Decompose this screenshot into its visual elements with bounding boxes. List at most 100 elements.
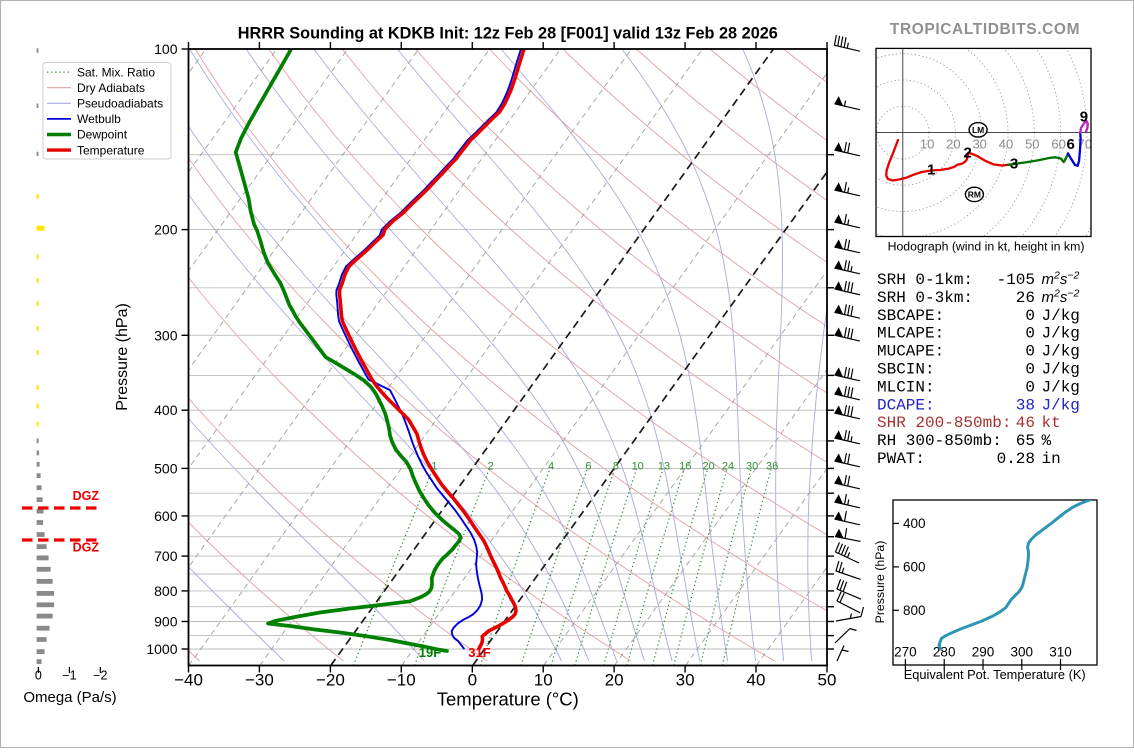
svg-text:700: 700 (154, 548, 178, 564)
svg-text:2: 2 (488, 461, 494, 473)
svg-text:270: 270 (894, 645, 917, 660)
svg-text:Pressure (hPa): Pressure (hPa) (114, 303, 131, 411)
svg-text:0.28: 0.28 (997, 450, 1035, 468)
svg-text:Temperature: Temperature (77, 143, 145, 157)
svg-text:4: 4 (548, 461, 554, 473)
svg-text:1: 1 (927, 162, 935, 179)
svg-text:J/kg: J/kg (1042, 307, 1080, 325)
svg-text:Omega (Pa/s): Omega (Pa/s) (23, 689, 116, 706)
svg-text:SRH 0-3km:: SRH 0-3km: (877, 289, 973, 307)
svg-text:40: 40 (999, 137, 1013, 152)
svg-text:Temperature (°C): Temperature (°C) (437, 689, 579, 710)
svg-text:Dry Adiabats: Dry Adiabats (77, 81, 145, 95)
svg-text:PWAT:: PWAT: (877, 450, 925, 468)
svg-text:30: 30 (972, 137, 986, 152)
svg-text:-105: -105 (997, 271, 1035, 289)
svg-text:0: 0 (1025, 378, 1035, 396)
svg-text:50: 50 (818, 671, 837, 690)
svg-text:2: 2 (964, 144, 972, 161)
svg-text:10: 10 (920, 137, 934, 152)
svg-text:0: 0 (1025, 343, 1035, 361)
svg-text:Wetbulb: Wetbulb (77, 112, 121, 126)
svg-text:0: 0 (468, 671, 477, 690)
svg-text:SBCIN:: SBCIN: (877, 361, 935, 379)
svg-text:38: 38 (1016, 396, 1035, 414)
svg-text:60: 60 (1051, 137, 1065, 152)
svg-text:13: 13 (658, 461, 670, 473)
svg-text:J/kg: J/kg (1042, 325, 1080, 343)
svg-text:Sat. Mix. Ratio: Sat. Mix. Ratio (77, 65, 155, 79)
svg-text:J/kg: J/kg (1042, 396, 1080, 414)
svg-text:0: 0 (1025, 361, 1035, 379)
svg-text:65: 65 (1016, 432, 1035, 450)
svg-text:DGZ: DGZ (73, 489, 100, 503)
svg-text:J/kg: J/kg (1042, 378, 1080, 396)
svg-text:Pseudoadiabats: Pseudoadiabats (77, 97, 163, 111)
svg-text:Equivalent Pot. Temperature (K: Equivalent Pot. Temperature (K) (904, 667, 1086, 682)
svg-text:MLCAPE:: MLCAPE: (877, 325, 944, 343)
svg-text:280: 280 (933, 645, 956, 660)
svg-text:500: 500 (154, 460, 178, 476)
svg-text:in: in (1042, 450, 1061, 468)
svg-text:24: 24 (722, 461, 734, 473)
svg-text:−1: −1 (62, 669, 76, 683)
svg-text:6: 6 (585, 461, 591, 473)
svg-text:600: 600 (903, 559, 926, 574)
svg-text:1: 1 (431, 461, 437, 473)
svg-text:200: 200 (154, 222, 178, 238)
svg-text:RH 300-850mb:: RH 300-850mb: (877, 432, 1002, 450)
svg-text:30: 30 (676, 671, 695, 690)
svg-text:J/kg: J/kg (1042, 361, 1080, 379)
svg-text:−40: −40 (174, 671, 203, 690)
svg-text:6: 6 (1067, 136, 1075, 153)
svg-text:50: 50 (1025, 137, 1039, 152)
svg-text:26: 26 (1016, 289, 1035, 307)
svg-text:−20: −20 (316, 671, 345, 690)
svg-text:10: 10 (534, 671, 553, 690)
svg-text:RM: RM (968, 190, 981, 200)
svg-text:DGZ: DGZ (73, 541, 100, 555)
svg-text:0: 0 (1025, 307, 1035, 325)
svg-text:900: 900 (154, 614, 178, 630)
svg-text:8: 8 (613, 461, 619, 473)
svg-text:30: 30 (746, 461, 758, 473)
svg-text:kt: kt (1042, 414, 1061, 432)
svg-text:0: 0 (35, 669, 42, 683)
svg-text:20: 20 (702, 461, 714, 473)
svg-text:400: 400 (154, 402, 178, 418)
svg-text:DCAPE:: DCAPE: (877, 396, 935, 414)
svg-text:TROPICALTIDBITS.COM: TROPICALTIDBITS.COM (890, 21, 1080, 38)
svg-text:MUCAPE:: MUCAPE: (877, 343, 944, 361)
svg-text:SHR 200-850mb:: SHR 200-850mb: (877, 414, 1011, 432)
svg-text:MLCIN:: MLCIN: (877, 378, 935, 396)
svg-text:310: 310 (1049, 645, 1072, 660)
svg-text:Pressure (hPa): Pressure (hPa) (873, 541, 887, 624)
svg-text:800: 800 (903, 603, 926, 618)
svg-text:−2: −2 (93, 669, 107, 683)
svg-text:3: 3 (1010, 156, 1018, 173)
svg-text:36: 36 (766, 461, 778, 473)
svg-text:400: 400 (903, 516, 926, 531)
svg-text:Dewpoint: Dewpoint (77, 128, 128, 142)
svg-text:20: 20 (946, 137, 960, 152)
svg-text:SBCAPE:: SBCAPE: (877, 307, 944, 325)
svg-text:20: 20 (605, 671, 624, 690)
svg-text:9: 9 (1080, 108, 1088, 125)
svg-text:10: 10 (632, 461, 644, 473)
svg-text:300: 300 (1011, 645, 1034, 660)
svg-text:290: 290 (972, 645, 995, 660)
svg-text:19F: 19F (419, 645, 441, 660)
svg-text:SRH 0-1km:: SRH 0-1km: (877, 271, 973, 289)
svg-text:HRRR Sounding at KDKB Init: 12: HRRR Sounding at KDKB Init: 12z Feb 28 [… (238, 25, 778, 43)
svg-text:300: 300 (154, 327, 178, 343)
svg-text:%: % (1042, 432, 1052, 450)
svg-text:40: 40 (747, 671, 766, 690)
svg-text:−10: −10 (387, 671, 416, 690)
svg-text:31F: 31F (468, 645, 490, 660)
svg-text:600: 600 (154, 508, 178, 524)
svg-text:800: 800 (154, 583, 178, 599)
svg-text:−30: −30 (245, 671, 274, 690)
svg-text:LM: LM (972, 125, 984, 135)
svg-text:46: 46 (1016, 414, 1035, 432)
svg-text:0: 0 (1025, 325, 1035, 343)
